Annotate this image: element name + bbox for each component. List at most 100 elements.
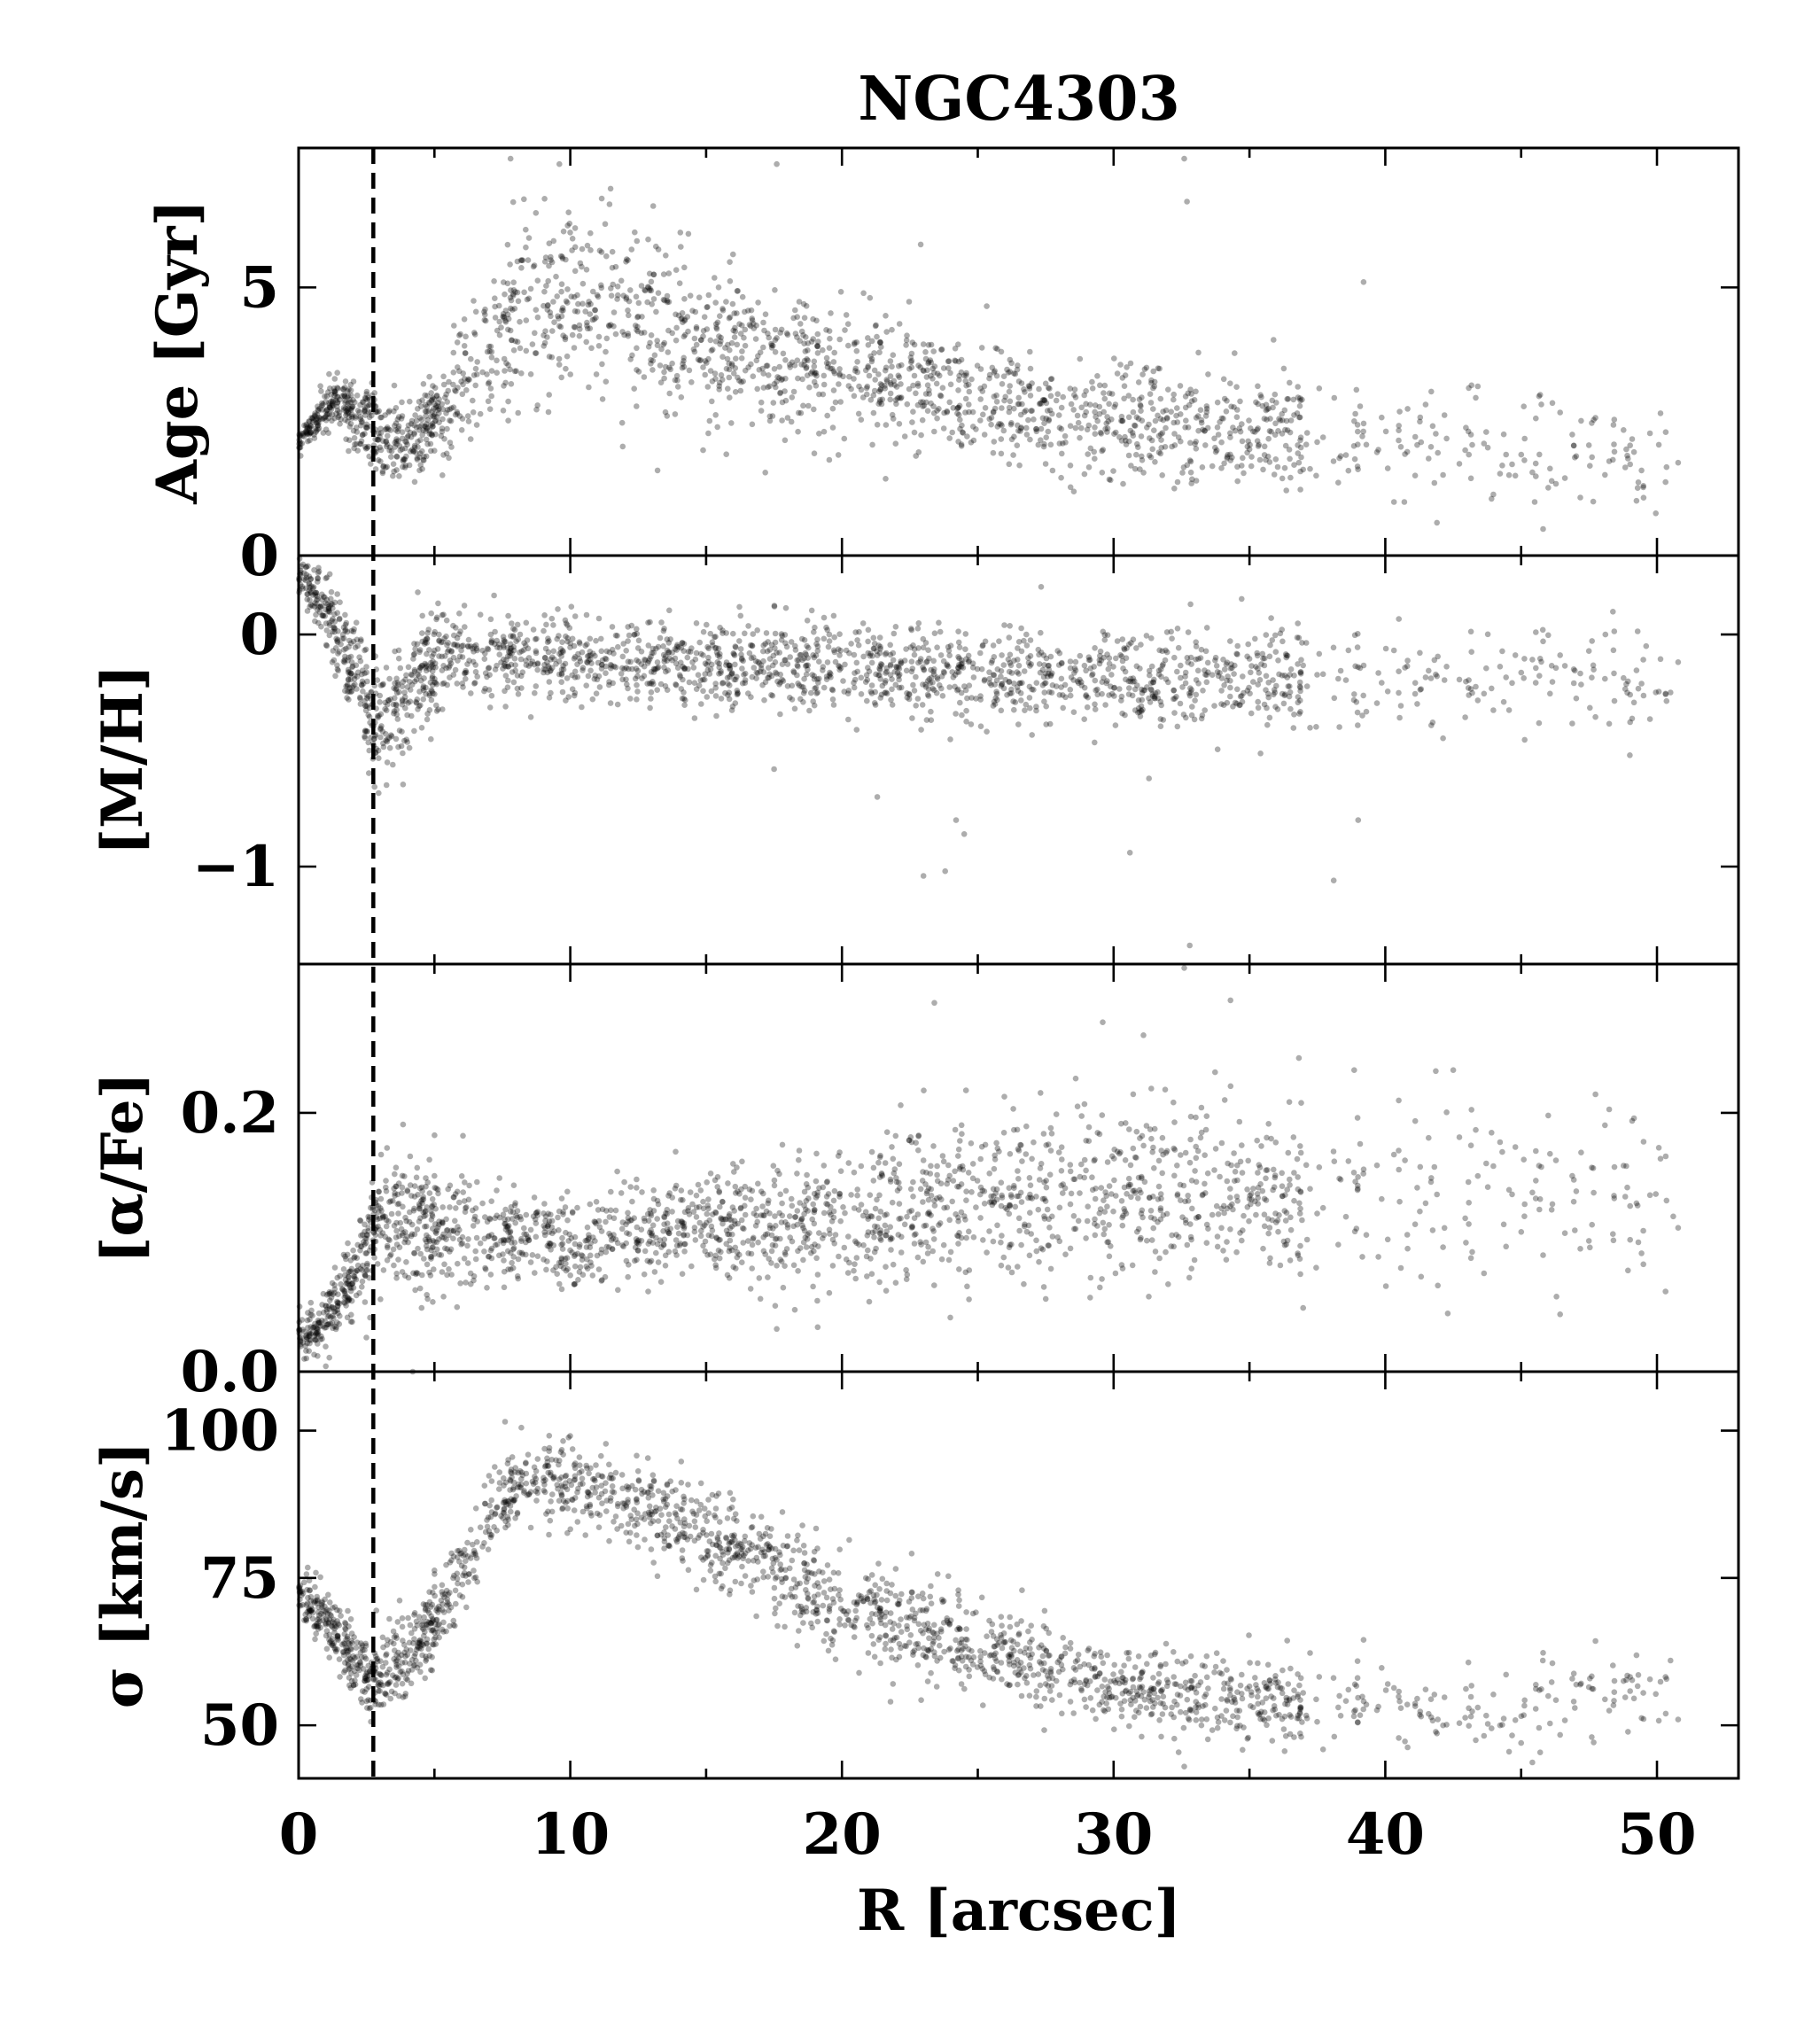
age-point [1279,475,1286,482]
afe-point [1297,1242,1303,1249]
afe-point [875,1159,882,1166]
afe-point [1214,1233,1221,1240]
age-point [1297,486,1303,493]
mh-point [1077,652,1084,659]
age-point [1157,416,1164,423]
afe-point [840,1204,846,1210]
mh-point [415,671,421,678]
mh-point [974,665,981,673]
age-point [1503,451,1509,458]
age-point [821,428,828,435]
age-point [649,203,657,209]
age-point [748,307,755,314]
age-point [712,299,719,306]
mh-point [768,642,775,649]
mh-point [514,673,521,679]
age-point [593,371,600,377]
mh-point [1316,650,1323,657]
mh-point [1029,732,1035,738]
age-point [747,323,754,330]
age-point [992,345,999,352]
mh-point [323,642,330,649]
age-point [725,341,731,348]
age-point [672,411,679,417]
afe-point [1298,1100,1304,1106]
age-point [396,473,402,479]
mh-point [876,666,883,673]
age-point [599,396,606,402]
age-point [982,405,989,411]
age-point [1418,439,1425,446]
mh-point [585,673,592,680]
age-point [1178,438,1184,445]
mh-point [748,694,754,700]
mh-point [1263,673,1270,680]
age-point [609,264,616,271]
mh-point [386,675,393,682]
mh-ylabel: [M/H] [89,665,156,855]
age-point [553,273,559,280]
age-point [1373,449,1381,455]
age-point [1097,382,1103,389]
afe-point [1186,1274,1193,1281]
mh-point [634,657,640,664]
mh-point [1266,653,1273,660]
mh-point [376,755,382,761]
mh-point [635,637,642,644]
mh-point [1653,689,1659,696]
mh-point [332,645,339,651]
afe-point [958,1122,965,1129]
age-point [779,399,786,406]
mh-point [795,681,801,687]
age-point [779,417,785,424]
age-point [865,335,871,341]
mh-point [876,634,883,641]
age-point [575,300,581,307]
age-point [772,326,779,333]
age-point [1202,442,1209,448]
age-point [725,385,731,393]
age-point [1295,459,1303,466]
age-point [1675,459,1682,466]
age-point [836,372,843,378]
age-ytick-label: 5 [239,254,279,321]
age-point [379,468,386,475]
age-point [400,463,406,471]
age-point [707,368,714,374]
age-point [870,409,877,416]
age-point [1401,499,1408,505]
mh-point [393,686,400,693]
mh-point [1085,694,1091,701]
age-point [814,331,821,338]
mh-point [1384,688,1391,695]
mh-point [1463,678,1469,685]
mh-point [399,728,405,735]
mh-point [1611,670,1617,677]
age-point [907,354,914,361]
afe-point [1286,1099,1293,1105]
mh-point [541,666,547,673]
mh-point [525,655,533,661]
mh-point [922,683,929,690]
age-point [500,408,507,414]
mh-point [738,651,744,658]
age-point [1244,449,1250,456]
age-point [1606,458,1613,464]
age-point [1630,448,1637,455]
mh-point [672,646,679,652]
mh-point [808,607,815,614]
mh-point [739,665,745,672]
mh-point [920,664,926,671]
age-point [317,383,323,390]
age-point [928,359,935,366]
age-point [871,350,877,356]
mh-point [623,665,630,671]
age-point [579,280,587,287]
age-point [794,314,800,321]
mh-point [608,665,614,672]
age-point [922,355,929,362]
age-point [1265,405,1272,412]
age-point [416,467,423,474]
mh-point [471,681,478,687]
mh-point [436,631,442,638]
